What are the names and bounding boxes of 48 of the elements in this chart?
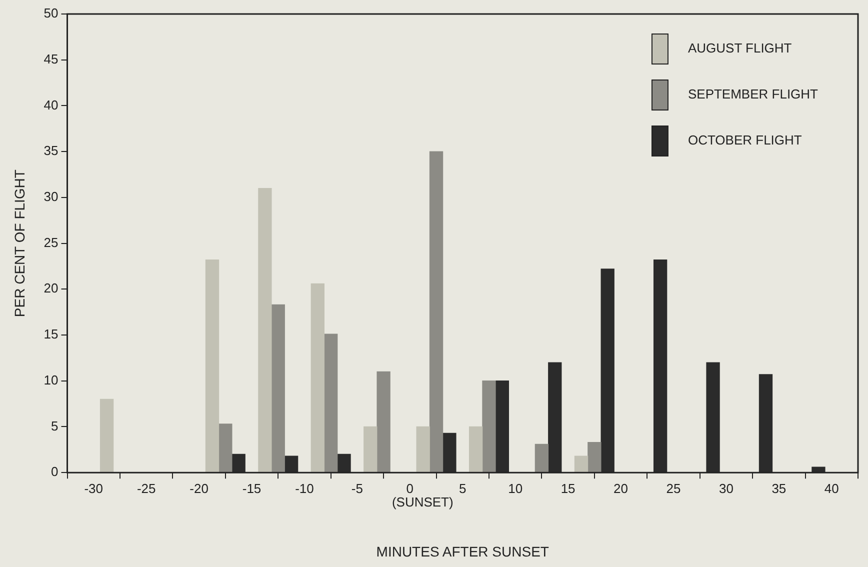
bar [416, 426, 430, 472]
bar [429, 151, 444, 472]
bar [218, 424, 232, 472]
x-tick-label: -30 [84, 480, 104, 496]
x-tick-label: 25 [666, 480, 681, 496]
y-tick-label: 40 [44, 97, 58, 112]
bar [588, 442, 602, 472]
bar [468, 426, 483, 472]
bar [100, 398, 114, 472]
bar [482, 380, 496, 472]
x-tick-label: 5 [459, 480, 466, 496]
legend-label: AUGUST FLIGHT [688, 40, 792, 56]
x-tick-label: 10 [508, 480, 523, 496]
x-tick-label: -5 [351, 480, 363, 496]
y-tick-label: 45 [44, 51, 58, 66]
y-axis-title: PER CENT OF FLIGHT [11, 169, 28, 318]
y-tick-label: 35 [44, 143, 58, 158]
x-axis-title: MINUTES AFTER SUNSET [376, 543, 550, 560]
bar [205, 259, 220, 472]
y-tick-label: 5 [51, 418, 58, 434]
y-tick-label: 15 [44, 326, 58, 342]
y-tick-label: 10 [44, 372, 58, 388]
x-tick-label: -15 [242, 480, 262, 496]
legend-label: SEPTEMBER FLIGHT [688, 86, 818, 102]
bar [271, 304, 285, 472]
x-tick-label: -25 [136, 480, 156, 496]
x-tick-label: 20 [614, 480, 628, 496]
y-tick-label: 25 [44, 234, 58, 250]
y-tick-label: 30 [44, 189, 58, 204]
y-tick-label: 50 [44, 6, 58, 21]
x-tick-label: -10 [295, 480, 314, 496]
x-tick-label: -20 [190, 480, 208, 496]
bar [574, 456, 588, 472]
bar [376, 371, 390, 472]
bar [310, 283, 324, 472]
legend-label: OCTOBER FLIGHT [688, 132, 802, 148]
x-tick-label: 35 [772, 480, 786, 496]
bar [258, 188, 272, 472]
text: (SUNSET) [392, 494, 454, 510]
x-tick-label: 0 [406, 480, 414, 496]
bar [324, 334, 338, 472]
bar [534, 444, 549, 472]
x-tick-label: 15 [560, 480, 576, 496]
bar [364, 426, 378, 472]
y-tick-label: 0 [51, 464, 58, 480]
x-tick-label: 40 [824, 480, 839, 496]
x-tick-label: 30 [718, 480, 734, 496]
y-tick-label: 20 [44, 280, 58, 296]
